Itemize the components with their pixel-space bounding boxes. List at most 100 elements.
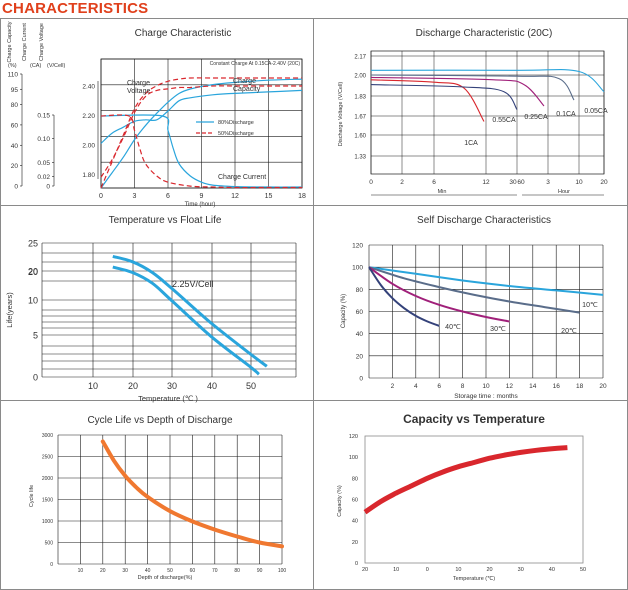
- x-tick-label: 20: [600, 179, 608, 186]
- capacity-temperature-chart: Capacity vs Temperature02040608010012020…: [337, 412, 586, 582]
- y-axis-label: Life(years): [5, 292, 14, 328]
- x-tick-label: 50: [167, 568, 173, 574]
- chart-title: Charge Characteristic: [135, 28, 232, 39]
- y-tick-label: 0: [50, 562, 53, 568]
- x-tick-label: 30: [122, 568, 128, 574]
- axis-unit: (%): [8, 63, 17, 69]
- y-tick-label: 500: [45, 541, 54, 547]
- chart-title: Self Discharge Characteristics: [417, 215, 551, 226]
- series-line-charge-current: [100, 114, 302, 189]
- x-tick-label: 18: [576, 383, 584, 390]
- series-line-2: [368, 266, 580, 314]
- x-tick-label: 20: [128, 381, 138, 391]
- x-segment-label: Hour: [558, 189, 570, 195]
- x-tick-label: 20: [599, 383, 607, 390]
- x-tick-label: 20: [100, 568, 106, 574]
- x-tick-label: 12: [482, 179, 490, 186]
- charge-characteristic-chart: Charge Characteristic Charge Capacity Char…: [7, 21, 306, 208]
- axis3-tick-label: 2.00: [82, 142, 95, 149]
- y-tick-label: 2.00: [354, 74, 366, 80]
- y-tick-label: 40: [356, 331, 364, 338]
- axis1-tick-label: 60: [11, 122, 19, 129]
- annotation-capacity: Capacity: [233, 86, 261, 93]
- axis-header: Charge Capacity: [7, 21, 13, 62]
- y-tick-label: 2.17: [354, 55, 366, 61]
- panel-divider-row2: [0, 400, 628, 401]
- x-tick-label: 20: [362, 567, 368, 573]
- legend-label: 80%Discharge: [218, 120, 254, 126]
- x-tick-label: 30: [509, 179, 517, 186]
- y-tick-label: 2000: [42, 476, 53, 482]
- series-line-1: [368, 266, 604, 296]
- y-tick-label: 120: [349, 434, 358, 440]
- chart-title: Discharge Characteristic (20C): [416, 28, 553, 39]
- axis3-tick-label: 1.80: [82, 172, 95, 179]
- y-tick-label: 60: [356, 309, 364, 316]
- x-tick-label: 4: [414, 383, 418, 390]
- series-label: 20℃: [561, 328, 577, 335]
- x-tick-label: 16: [553, 383, 561, 390]
- axis-header: Charge Current: [22, 23, 28, 61]
- annotation-charge-current: Charge Current: [218, 174, 266, 181]
- x-tick-label: 8: [461, 383, 465, 390]
- y-axis-label: Cycle life: [29, 485, 35, 507]
- x-axis-label: Temperature (℃): [453, 576, 495, 582]
- annotation-voltage: 2.25V/Cell: [172, 279, 214, 289]
- x-tick-label: 30: [518, 567, 524, 573]
- x-tick-label: 6: [437, 383, 441, 390]
- axis1-tick-label: 80: [11, 102, 19, 109]
- chart-title: Cycle Life vs Depth of Discharge: [87, 415, 233, 426]
- axis3-tick-label: 2.20: [82, 113, 95, 120]
- series-line-055ca: [370, 84, 518, 110]
- chart-title: Temperature vs Float Life: [109, 215, 222, 226]
- axis2-tick-label: 0.15: [37, 113, 50, 120]
- x-axis-label: Storage time : months: [454, 393, 518, 400]
- y-tick-label: 20: [352, 540, 358, 546]
- x-tick-label: 0: [99, 193, 103, 200]
- series-line-lower: [112, 265, 260, 376]
- page-heading: CHARACTERISTICS: [2, 0, 149, 17]
- x-tick-label: 10: [575, 179, 583, 186]
- y-tick-label: 20: [28, 267, 38, 277]
- y-axis-label: Capacity (%): [341, 294, 347, 328]
- x-tick-label: 3: [133, 193, 137, 200]
- series-line-025ca: [370, 76, 545, 107]
- y-tick-label: 2500: [42, 455, 53, 461]
- y-tick-label: 0: [355, 561, 358, 567]
- x-tick-label: 50: [246, 381, 256, 391]
- x-tick-label: 0: [369, 179, 373, 186]
- y-tick-label: 80: [356, 287, 364, 294]
- y-tick-label: 1.33: [354, 155, 366, 161]
- axis-unit: (CA): [30, 63, 41, 69]
- axis1-tick-label: 20: [11, 163, 19, 170]
- series-label: 0.05CA: [584, 108, 608, 115]
- plot-frame: [100, 58, 303, 189]
- series-line-capacity: [363, 445, 568, 515]
- x-axis-label: Depth of discharge(%): [138, 575, 193, 581]
- series-line-005ca: [370, 69, 605, 93]
- y-tick-label: 1500: [42, 498, 53, 504]
- x-tick-label: 50: [580, 567, 586, 573]
- x-tick-label: 2: [391, 383, 395, 390]
- x-tick-label: 80: [234, 568, 240, 574]
- axis1-tick-label: 0: [14, 184, 18, 191]
- x-tick-label: 70: [212, 568, 218, 574]
- y-tick-label: 60: [352, 498, 358, 504]
- y-axis-label: Capacity (%): [337, 485, 343, 517]
- y-tick-label: 25: [28, 239, 38, 249]
- y-tick-label: 1.60: [354, 134, 366, 140]
- series-line-upper: [112, 254, 268, 368]
- series-line-cycle: [100, 439, 284, 549]
- x-tick-label: 20: [487, 567, 493, 573]
- y-tick-label: 0: [33, 373, 38, 383]
- y-tick-label: 40: [352, 519, 358, 525]
- series-label: 10℃: [582, 302, 598, 309]
- x-tick-label: 3: [546, 179, 550, 186]
- series-label: 0.1CA: [556, 111, 576, 118]
- x-tick-label: 12: [231, 193, 239, 200]
- plot-frame: [364, 435, 584, 564]
- y-tick-label: 1000: [42, 519, 53, 525]
- x-tick-label: 30: [167, 381, 177, 391]
- axis2-tick-label: 0: [46, 184, 50, 191]
- x-tick-label: 9: [200, 193, 204, 200]
